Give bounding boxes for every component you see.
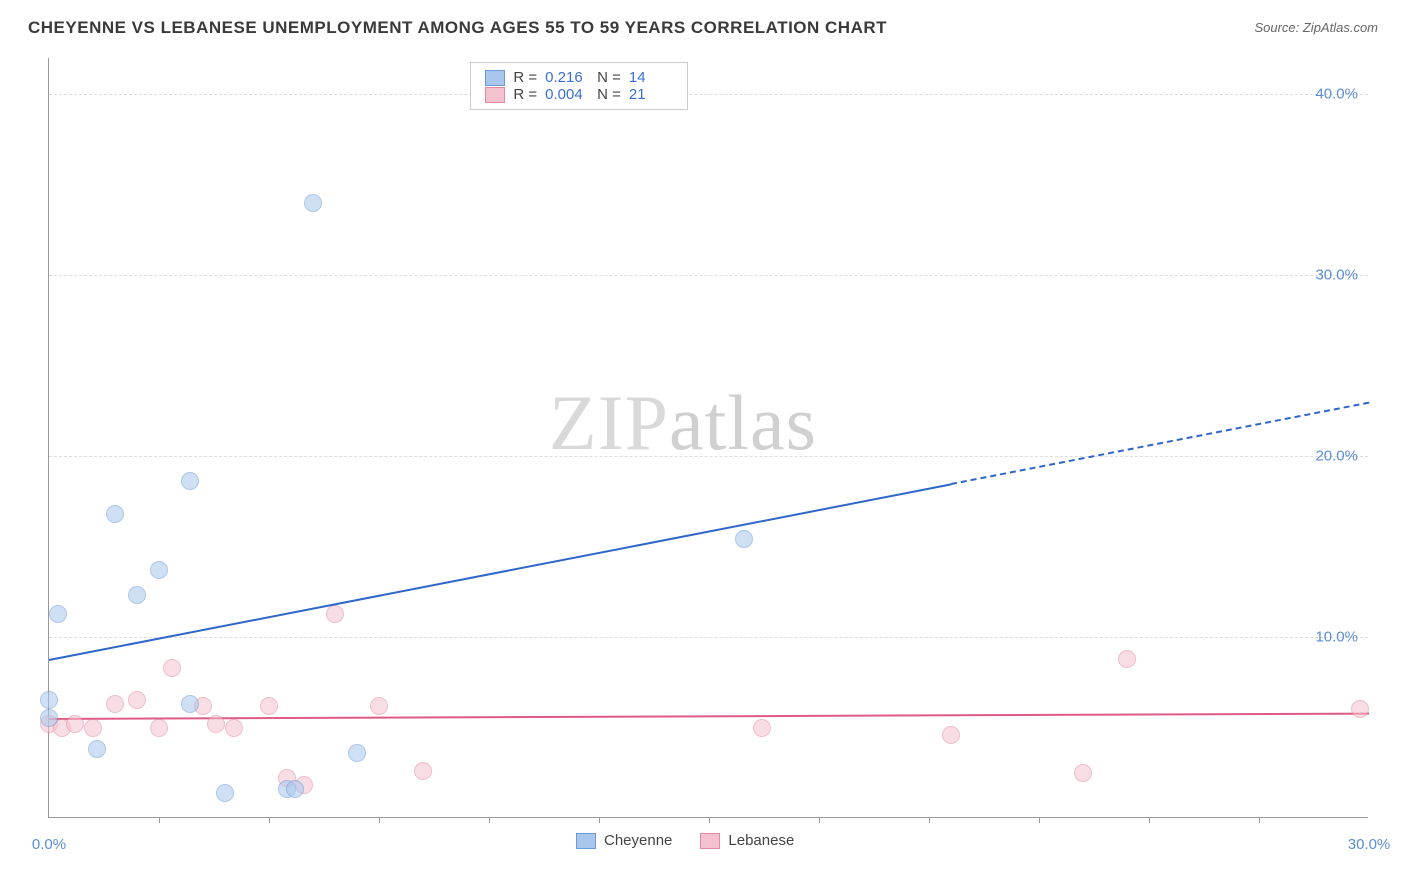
series-legend: Cheyenne Lebanese [576,832,794,849]
y-tick-label: 30.0% [1315,267,1358,284]
data-point-lebanese [66,715,84,733]
scatter-plot: ZIPatlas 10.0%20.0%30.0%40.0%0.0%30.0% [48,58,1368,818]
y-tick-label: 10.0% [1315,629,1358,646]
n-label: N = [597,86,621,103]
legend-item-cheyenne: Cheyenne [576,832,672,849]
x-tick [819,817,820,823]
legend-item-lebanese: Lebanese [700,832,794,849]
gridline [49,94,1368,95]
data-point-lebanese [225,719,243,737]
correlation-legend: R = 0.216 N = 14 R = 0.004 N = 21 [470,62,688,110]
data-point-lebanese [1351,700,1369,718]
y-tick-label: 20.0% [1315,448,1358,465]
data-point-cheyenne [304,194,322,212]
x-tick [1039,817,1040,823]
legend-label-cheyenne: Cheyenne [604,832,672,849]
x-tick [929,817,930,823]
n-value-lebanese: 21 [629,86,673,103]
data-point-cheyenne [106,505,124,523]
source-label: Source: ZipAtlas.com [1254,20,1378,35]
data-point-cheyenne [150,561,168,579]
swatch-lebanese [700,833,720,849]
data-point-cheyenne [88,740,106,758]
watermark: ZIPatlas [549,378,817,468]
data-point-cheyenne [49,605,67,623]
trend-line [49,483,951,661]
data-point-lebanese [326,605,344,623]
data-point-lebanese [753,719,771,737]
y-tick-label: 40.0% [1315,86,1358,103]
r-label: R = [513,69,537,86]
watermark-text-b: atlas [669,379,817,466]
data-point-lebanese [1118,650,1136,668]
data-point-lebanese [370,697,388,715]
watermark-text-a: ZIP [549,379,669,466]
trend-line [49,713,1369,720]
r-value-cheyenne: 0.216 [545,69,589,86]
x-tick [489,817,490,823]
x-tick [1149,817,1150,823]
x-tick [379,817,380,823]
data-point-cheyenne [735,530,753,548]
swatch-cheyenne [576,833,596,849]
legend-row-cheyenne: R = 0.216 N = 14 [485,69,673,86]
r-label: R = [513,86,537,103]
x-tick [709,817,710,823]
data-point-cheyenne [348,744,366,762]
gridline [49,456,1368,457]
n-label: N = [597,69,621,86]
legend-row-lebanese: R = 0.004 N = 21 [485,86,673,103]
data-point-lebanese [1074,764,1092,782]
data-point-lebanese [207,715,225,733]
data-point-cheyenne [181,695,199,713]
swatch-cheyenne [485,70,505,86]
x-tick-label: 30.0% [1348,836,1391,853]
swatch-lebanese [485,87,505,103]
legend-label-lebanese: Lebanese [728,832,794,849]
gridline [49,637,1368,638]
n-value-cheyenne: 14 [629,69,673,86]
x-tick [269,817,270,823]
x-tick [159,817,160,823]
data-point-cheyenne [40,691,58,709]
trend-line [951,402,1369,485]
data-point-cheyenne [286,780,304,798]
data-point-cheyenne [128,586,146,604]
data-point-cheyenne [181,472,199,490]
x-tick [599,817,600,823]
gridline [49,275,1368,276]
data-point-lebanese [260,697,278,715]
data-point-lebanese [150,719,168,737]
chart-title: CHEYENNE VS LEBANESE UNEMPLOYMENT AMONG … [28,18,887,38]
data-point-lebanese [942,726,960,744]
data-point-lebanese [84,719,102,737]
data-point-cheyenne [216,784,234,802]
data-point-lebanese [106,695,124,713]
x-tick [1259,817,1260,823]
data-point-lebanese [163,659,181,677]
r-value-lebanese: 0.004 [545,86,589,103]
data-point-cheyenne [40,709,58,727]
data-point-lebanese [414,762,432,780]
data-point-lebanese [128,691,146,709]
x-tick-label: 0.0% [32,836,66,853]
